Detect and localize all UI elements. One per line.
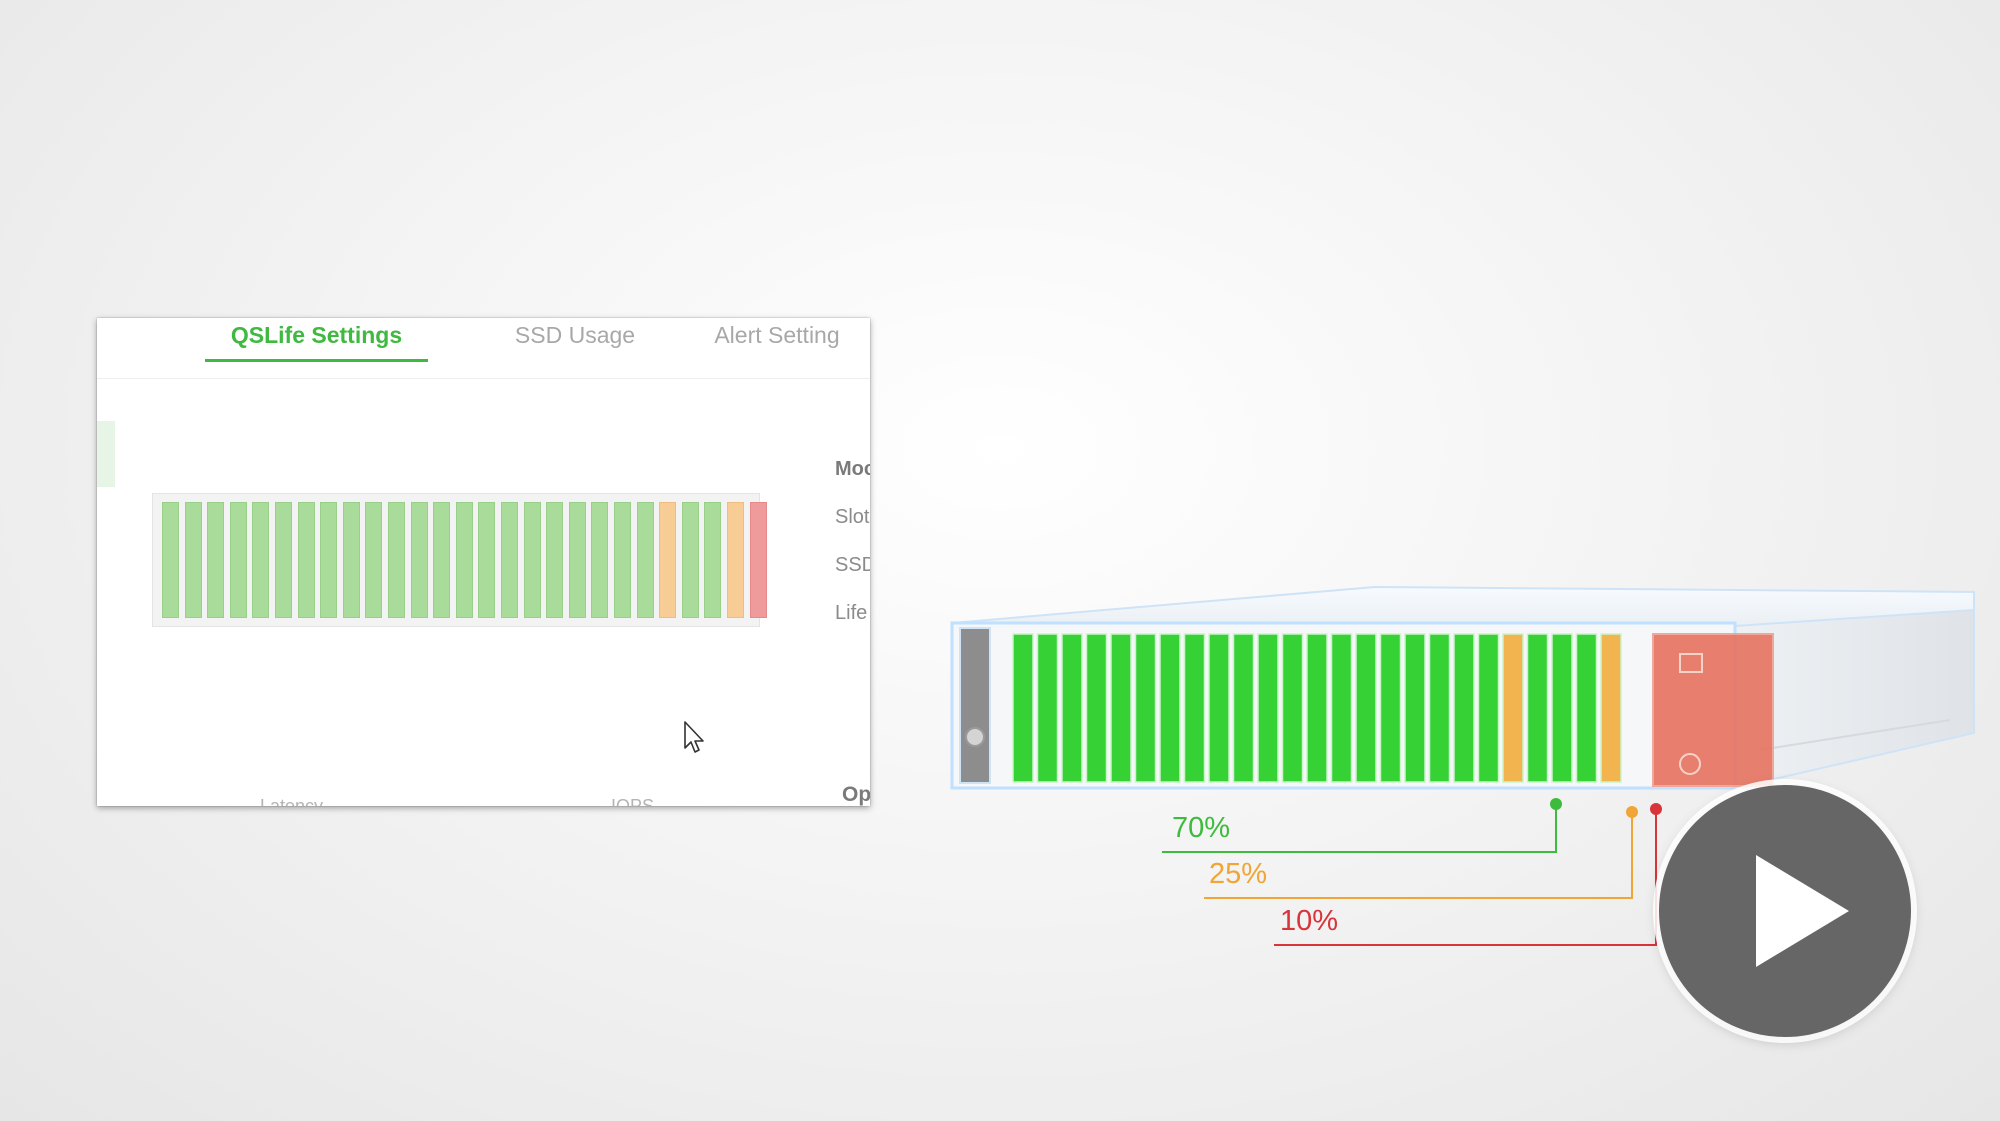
server-drive-16: [1379, 633, 1402, 783]
server-drive-12: [1281, 633, 1304, 783]
threshold-10-label: 10%: [1280, 905, 1339, 937]
server-drive-bay: [1012, 633, 1622, 783]
ssd-slot-4[interactable]: [229, 502, 247, 618]
power-button-icon: [965, 727, 985, 747]
server-drive-11: [1257, 633, 1279, 783]
ssd-slot-16[interactable]: [501, 502, 518, 618]
ssd-slot-26[interactable]: [727, 502, 744, 618]
server-drive-10: [1232, 633, 1255, 783]
ssd-slot-15[interactable]: [478, 502, 496, 618]
threshold-70-label: 70%: [1172, 812, 1231, 844]
server-drive-22: [1526, 633, 1549, 783]
ssd-slot-12[interactable]: [410, 502, 428, 618]
left-rack-ear: [959, 627, 991, 784]
mouse-pointer-icon: [684, 721, 704, 753]
ssd-slot-17[interactable]: [523, 502, 541, 618]
ssd-slot-3[interactable]: [207, 502, 225, 618]
tab-alert-setting[interactable]: Alert Setting: [714, 322, 840, 348]
server-drive-23: [1551, 633, 1573, 783]
server-drive-3: [1061, 633, 1083, 783]
life-label: Life: [835, 602, 868, 624]
server-drive-20: [1477, 633, 1500, 783]
server-drive-6: [1134, 633, 1157, 783]
server-drive-15: [1355, 633, 1377, 783]
ssd-slot-8[interactable]: [320, 502, 338, 618]
critical-drive-panel: [1652, 633, 1774, 787]
ssd-slot-23[interactable]: [659, 502, 677, 618]
ssd-slot-5[interactable]: [252, 502, 270, 618]
ssd-slot-21[interactable]: [614, 502, 631, 618]
threshold-25-label: 25%: [1209, 858, 1268, 890]
side-scroll-indicator: [97, 421, 115, 487]
ssd-slot-13[interactable]: [433, 502, 451, 618]
server-drive-14: [1330, 633, 1353, 783]
ssd-label: SSD: [835, 554, 870, 576]
server-drive-24: [1575, 633, 1598, 783]
ssd-slot-10[interactable]: [365, 502, 383, 618]
latency-label: Latency: [260, 796, 324, 806]
ssd-slot-2[interactable]: [184, 502, 202, 618]
ssd-slot-22[interactable]: [636, 502, 654, 618]
iops-label: IOPS: [611, 796, 655, 806]
tab-bar: QSLife Settings SSD Usage Alert Setting: [97, 318, 870, 379]
server-illustration: [950, 585, 1975, 946]
server-drive-5: [1110, 633, 1132, 783]
tab-qslife-settings[interactable]: QSLife Settings: [230, 322, 403, 348]
server-drive-18: [1428, 633, 1451, 783]
server-drive-4: [1085, 633, 1108, 783]
ssd-slot-27[interactable]: [749, 502, 767, 618]
active-tab-indicator: [205, 359, 428, 362]
server-drive-1: [1012, 633, 1034, 783]
ssd-slot-6[interactable]: [275, 502, 292, 618]
ssd-bay: [152, 493, 767, 627]
server-drive-9: [1208, 633, 1230, 783]
server-drive-25: [1600, 633, 1622, 783]
ssd-slot-18[interactable]: [546, 502, 564, 618]
server-drive-8: [1183, 633, 1206, 783]
ssd-slot-25[interactable]: [704, 502, 722, 618]
server-drive-17: [1404, 633, 1426, 783]
server-drive-13: [1306, 633, 1328, 783]
life-threshold-lines: [1162, 798, 1662, 946]
ssd-slot-14[interactable]: [455, 502, 473, 618]
ssd-slot-7[interactable]: [297, 502, 315, 618]
play-icon: [1756, 855, 1849, 967]
ssd-slot-11[interactable]: [388, 502, 405, 618]
server-drive-7: [1159, 633, 1181, 783]
ssd-slot-1[interactable]: [162, 502, 179, 618]
server-drive-21: [1502, 633, 1524, 783]
tab-ssd-usage[interactable]: SSD Usage: [514, 322, 636, 348]
ssd-slot-20[interactable]: [591, 502, 609, 618]
ssd-slot-19[interactable]: [568, 502, 586, 618]
qslife-panel: QSLife Settings SSD Usage Alert Setting …: [97, 318, 870, 806]
model-label: Moc: [835, 458, 870, 480]
ssd-slot-24[interactable]: [681, 502, 699, 618]
server-drive-2: [1036, 633, 1059, 783]
ssd-slot-9[interactable]: [342, 502, 360, 618]
server-drive-19: [1453, 633, 1475, 783]
slot-label: Slot: [835, 506, 870, 528]
play-button[interactable]: [1659, 785, 1911, 1037]
op-label: Op: [842, 783, 870, 806]
